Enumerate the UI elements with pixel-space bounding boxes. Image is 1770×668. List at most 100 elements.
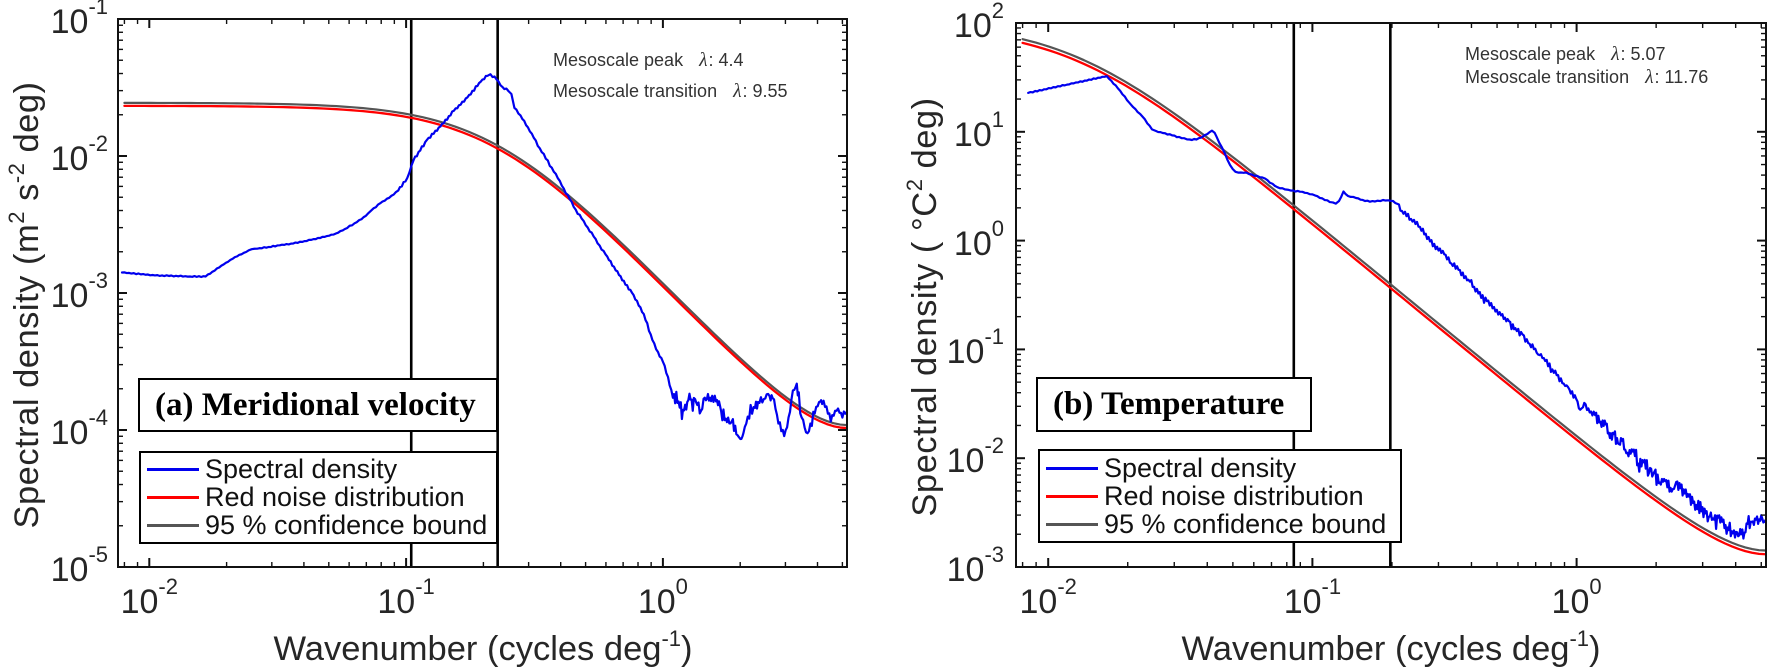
panel-b-annotation-mesoscale-transition: Mesoscale transition λ: 11.76: [1465, 68, 1708, 88]
axes-box: [117, 18, 848, 568]
legend-line-sample-blue: [1046, 466, 1098, 470]
x-tick-label-1e-1: 10-1: [1283, 576, 1341, 621]
annotation-value: : 5.07: [1620, 44, 1666, 64]
legend-label: 95 % confidence bound: [1104, 508, 1387, 539]
tick-base: 10: [50, 414, 89, 452]
tick-exponent: -3: [88, 268, 108, 293]
tick-base: 10: [953, 224, 992, 263]
legend-item-confidence-bound: 95 % confidence bound: [1040, 510, 1400, 538]
y-tick-label-1e2: 102: [854, 0, 1004, 45]
panel-b-title: (b) Temperature: [1053, 386, 1285, 422]
panel-a-annotation-mesoscale-transition: Mesoscale transition λ: 9.55: [553, 82, 788, 102]
tick-base: 10: [50, 277, 89, 315]
tick-exponent: -2: [1057, 574, 1077, 599]
annotation-label: Mesoscale transition: [1465, 67, 1630, 87]
lambda-symbol: λ: [1645, 67, 1654, 88]
tick-exponent: -1: [984, 324, 1004, 350]
tick-base: 10: [953, 115, 992, 154]
tick-exponent: -4: [88, 405, 108, 430]
annotation-label: Mesoscale transition: [553, 81, 718, 101]
tick-base: 10: [946, 551, 985, 589]
series-spectral-density: [1027, 75, 1766, 540]
tick-base: 10: [946, 442, 985, 481]
tick-base: 10: [953, 7, 992, 45]
legend-label: Spectral density: [1104, 452, 1297, 483]
legend-line-sample-red: [147, 496, 199, 499]
series-spectral-density: [120, 73, 847, 441]
legend-item-red-noise: Red noise distribution: [141, 484, 496, 512]
legend-item-spectral-density: Spectral density: [1040, 454, 1400, 482]
tick-base: 10: [50, 3, 89, 41]
legend-line-sample-gray: [147, 524, 199, 527]
panel-a-title: (a) Meridional velocity: [155, 386, 476, 423]
tick-exponent: -2: [88, 131, 108, 156]
y-tick-label-1e-3: 10-3: [0, 270, 108, 315]
panel-b-x-axis-label: Wavenumber (cycles deg-1): [1181, 626, 1601, 668]
panel-b: [1015, 22, 1767, 568]
panel-b-annotation-mesoscale-peak: Mesoscale peak λ: 5.07: [1465, 45, 1666, 65]
legend-label: Spectral density: [205, 454, 398, 484]
tick-exponent: 2: [991, 0, 1004, 23]
tick-base: 10: [1551, 583, 1590, 621]
y-tick-label-1e-5: 10-5: [0, 544, 108, 589]
y-tick-label-1e1: 101: [854, 108, 1004, 154]
y-tick-label-1e-2: 10-2: [0, 133, 108, 178]
y-tick-label-1e-1: 10-1: [0, 0, 108, 41]
series-95-confidence-bound: [123, 101, 847, 427]
panel-a: [117, 18, 848, 568]
tick-base: 10: [50, 140, 89, 178]
legend-label: Red noise distribution: [205, 482, 465, 512]
panel-b-title-box: (b) Temperature: [1036, 377, 1312, 432]
legend-item-red-noise: Red noise distribution: [1040, 482, 1400, 510]
panel-a-x-axis-label: Wavenumber (cycles deg-1): [273, 626, 693, 668]
tick-exponent: -2: [984, 433, 1004, 459]
legend-label: 95 % confidence bound: [205, 510, 488, 540]
legend-line-sample-red: [1046, 494, 1098, 498]
tick-exponent: 0: [675, 574, 688, 599]
y-tick-label-1e-1: 10-1: [854, 326, 1004, 372]
legend-item-spectral-density: Spectral density: [141, 456, 496, 484]
tick-base: 10: [1019, 583, 1058, 621]
lambda-symbol: λ: [1611, 44, 1620, 65]
legend-label: Red noise distribution: [1104, 480, 1364, 511]
tick-base: 10: [50, 551, 89, 589]
x-tick-label-1e-2: 10-2: [1019, 576, 1076, 621]
tick-exponent: -1: [1321, 574, 1342, 599]
panel-a-title-box: (a) Meridional velocity: [138, 378, 498, 432]
tick-exponent: 0: [1589, 574, 1602, 599]
legend-line-sample-gray: [1046, 522, 1098, 526]
tick-exponent: -1: [415, 574, 435, 599]
x-tick-label-1e0: 100: [1551, 576, 1602, 621]
tick-base: 10: [1283, 583, 1322, 621]
tick-base: 10: [946, 333, 985, 372]
lambda-symbol: λ: [733, 81, 742, 102]
annotation-value: : 4.4: [708, 50, 744, 70]
series-group: [1021, 38, 1766, 556]
tick-base: 10: [637, 583, 676, 621]
annotation-label: Mesoscale peak: [553, 50, 684, 70]
x-tick-label-1e0: 100: [637, 576, 688, 621]
y-tick-label-1e-3: 10-3: [854, 544, 1004, 589]
annotation-value: : 11.76: [1654, 67, 1709, 87]
tick-exponent: 0: [991, 215, 1004, 241]
tick-exponent: -2: [158, 574, 178, 599]
panel-a-legend: Spectral density Red noise distribution …: [139, 451, 498, 544]
series-group: [120, 73, 847, 441]
y-tick-label-1e-2: 10-2: [854, 435, 1004, 481]
series-red-noise-distribution: [123, 104, 847, 430]
y-tick-label-1e0: 100: [854, 217, 1004, 263]
lambda-symbol: λ: [699, 50, 708, 71]
tick-exponent: -5: [88, 542, 108, 567]
panel-a-annotation-mesoscale-peak: Mesoscale peak λ: 4.4: [553, 51, 744, 71]
tick-base: 10: [377, 583, 416, 621]
legend-line-sample-blue: [147, 468, 199, 471]
panel-b-legend: Spectral density Red noise distribution …: [1038, 449, 1402, 543]
tick-exponent: 1: [991, 106, 1004, 132]
series-red-noise-distribution: [1021, 41, 1766, 556]
legend-item-confidence-bound: 95 % confidence bound: [141, 512, 496, 540]
tick-exponent: -3: [984, 542, 1004, 567]
x-tick-label-1e-1: 10-1: [377, 576, 434, 621]
y-tick-label-1e-4: 10-4: [0, 407, 108, 452]
